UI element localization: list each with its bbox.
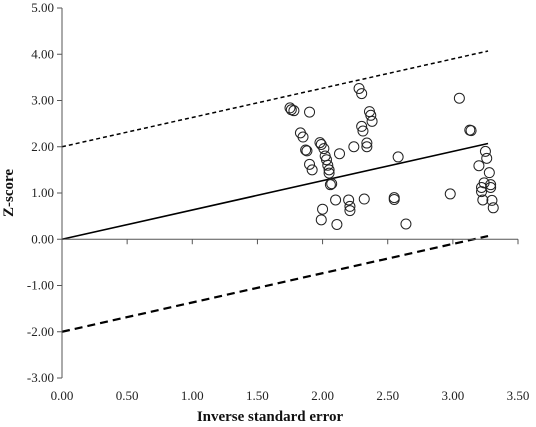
data-point (444, 188, 456, 200)
data-point (306, 164, 318, 176)
data-point (483, 167, 495, 179)
data-point (392, 151, 404, 163)
data-point (284, 102, 296, 114)
data-point (400, 218, 412, 230)
data-point (318, 143, 330, 155)
data-point (487, 202, 499, 214)
data-point (288, 105, 300, 117)
regression-lines (61, 50, 489, 333)
data-point (315, 214, 327, 226)
x-tick-label: 0.00 (51, 388, 74, 403)
data-point (366, 115, 378, 127)
data-point (343, 194, 355, 206)
data-point (326, 178, 338, 190)
x-tick-label: 1.00 (181, 388, 204, 403)
data-point (304, 106, 316, 118)
data-point (477, 194, 489, 206)
x-tick-label: 0.50 (116, 388, 139, 403)
y-axis-title: Z-score (1, 169, 17, 217)
dotted-line (61, 50, 489, 148)
data-point (485, 179, 497, 191)
y-tick-label: 0.00 (31, 231, 54, 246)
data-point (344, 200, 356, 212)
data-point (317, 203, 329, 215)
data-point (486, 194, 498, 206)
data-point (348, 141, 360, 153)
data-point (358, 193, 370, 205)
data-point (365, 109, 377, 121)
y-tick-label: 3.00 (31, 93, 54, 108)
data-point (330, 194, 342, 206)
data-point (320, 154, 332, 166)
data-point (473, 160, 485, 172)
data-point (301, 145, 313, 157)
data-point (323, 167, 335, 179)
x-tick-label: 1.50 (246, 388, 269, 403)
data-point (361, 141, 373, 153)
x-tick-label: 2.00 (311, 388, 334, 403)
data-point (334, 148, 346, 160)
y-tick-label: -1.00 (27, 278, 54, 293)
data-point (453, 92, 465, 104)
data-point (297, 131, 309, 143)
data-point (322, 159, 334, 171)
data-point (304, 158, 316, 170)
axes: -3.00 -2.00 -1.00 0.00 1.00 2.00 3.00 4.00 5.00 0… (27, 0, 529, 403)
data-point (481, 152, 493, 164)
data-point (323, 164, 335, 176)
x-tick-label: 3.50 (507, 388, 530, 403)
data-point (353, 82, 365, 94)
y-tick-label: 2.00 (31, 139, 54, 154)
data-point (331, 218, 343, 230)
y-tick-label: 1.00 (31, 185, 54, 200)
data-point (324, 179, 336, 191)
y-tick-label: -3.00 (27, 370, 54, 385)
x-tick-label: 2.50 (376, 388, 399, 403)
x-tick-label: 3.00 (441, 388, 464, 403)
data-point (344, 205, 356, 217)
x-axis-title: Inverse standard error (197, 409, 344, 425)
data-point (300, 144, 312, 156)
y-tick-label: 5.00 (31, 0, 54, 15)
solid-line (61, 142, 489, 241)
data-point (357, 125, 369, 137)
y-tick-label: 4.00 (31, 46, 54, 61)
data-point (356, 88, 368, 100)
data-point (465, 125, 477, 137)
y-tick-label: -2.00 (27, 324, 54, 339)
data-point (361, 137, 373, 149)
data-point (356, 120, 368, 132)
dashed-line (61, 234, 489, 333)
data-point (314, 137, 326, 149)
data-point (388, 193, 400, 205)
data-points (284, 82, 499, 230)
data-point (479, 145, 491, 157)
data-point (485, 181, 497, 193)
